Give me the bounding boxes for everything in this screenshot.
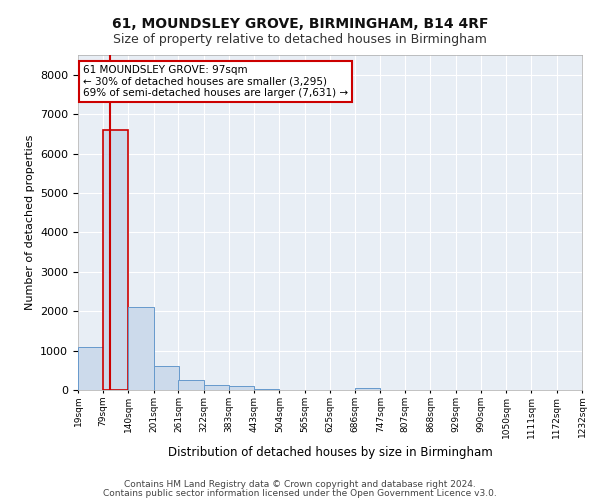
Bar — [178, 380, 204, 390]
Bar — [128, 307, 154, 390]
Bar — [103, 130, 128, 390]
Bar — [78, 346, 103, 390]
X-axis label: Distribution of detached houses by size in Birmingham: Distribution of detached houses by size … — [167, 446, 493, 459]
Text: 61 MOUNDSLEY GROVE: 97sqm
← 30% of detached houses are smaller (3,295)
69% of se: 61 MOUNDSLEY GROVE: 97sqm ← 30% of detac… — [83, 65, 348, 98]
Bar — [229, 386, 254, 390]
Bar — [154, 366, 179, 390]
Text: Size of property relative to detached houses in Birmingham: Size of property relative to detached ho… — [113, 32, 487, 46]
Bar — [254, 389, 280, 390]
Text: Contains public sector information licensed under the Open Government Licence v3: Contains public sector information licen… — [103, 488, 497, 498]
Bar — [204, 386, 229, 390]
Y-axis label: Number of detached properties: Number of detached properties — [25, 135, 35, 310]
Bar — [355, 388, 380, 390]
Text: Contains HM Land Registry data © Crown copyright and database right 2024.: Contains HM Land Registry data © Crown c… — [124, 480, 476, 489]
Text: 61, MOUNDSLEY GROVE, BIRMINGHAM, B14 4RF: 61, MOUNDSLEY GROVE, BIRMINGHAM, B14 4RF — [112, 18, 488, 32]
